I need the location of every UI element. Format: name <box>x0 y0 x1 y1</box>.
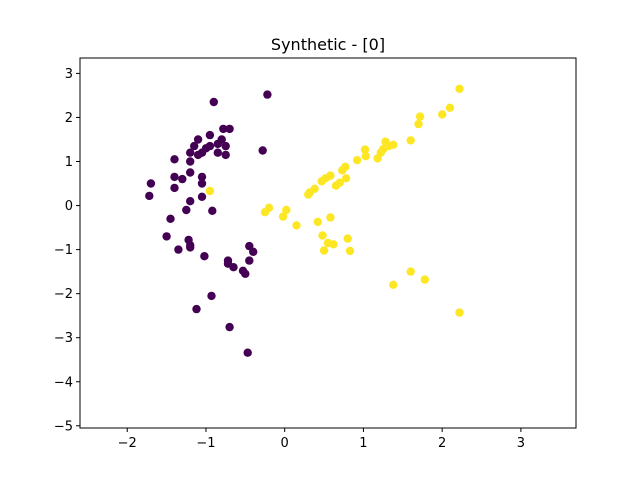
data-point-class-1 <box>406 267 415 276</box>
x-axis: −2 −1 0 1 2 3 <box>118 428 525 451</box>
data-point-class-0 <box>145 191 154 201</box>
data-point-class-0 <box>186 197 195 206</box>
x-tick-label: 3 <box>517 436 525 451</box>
data-point-class-0 <box>166 214 175 223</box>
data-point-class-0 <box>209 97 218 107</box>
data-point-class-1 <box>317 177 326 186</box>
data-point-class-1 <box>282 205 291 215</box>
data-point-class-0 <box>241 269 250 278</box>
data-point-class-0 <box>170 155 179 164</box>
y-tick-label: −5 <box>54 419 73 434</box>
data-point-class-0 <box>213 139 222 149</box>
data-point-class-1 <box>341 174 351 183</box>
x-tick-label: −2 <box>118 436 137 451</box>
y-tick-label: −3 <box>54 331 73 346</box>
data-point-class-1 <box>343 234 352 243</box>
data-point-class-0 <box>205 130 215 140</box>
x-tick-label: 0 <box>281 436 289 451</box>
y-tick-label: 1 <box>65 155 73 170</box>
data-point-class-0 <box>186 243 195 252</box>
data-point-class-0 <box>197 172 207 182</box>
data-point-class-0 <box>245 256 254 265</box>
data-point-class-0 <box>197 192 207 201</box>
data-point-class-0 <box>225 124 234 134</box>
data-point-class-0 <box>146 179 156 188</box>
y-axis: −5 −4 −3 −2 −1 0 1 2 3 <box>54 67 80 434</box>
data-point-class-1 <box>345 246 355 256</box>
data-point-class-0 <box>190 141 199 151</box>
data-point-class-0 <box>263 90 272 99</box>
data-point-class-0 <box>178 174 187 184</box>
data-point-class-0 <box>243 348 252 357</box>
data-point-class-0 <box>186 157 195 166</box>
data-point-class-0 <box>207 291 216 301</box>
data-point-class-1 <box>313 217 322 227</box>
data-point-class-1 <box>260 208 270 217</box>
y-tick-label: 2 <box>65 111 73 126</box>
data-point-class-1 <box>415 112 425 121</box>
data-point-class-1 <box>304 190 313 199</box>
data-point-class-0 <box>213 148 222 157</box>
data-point-class-0 <box>186 148 195 157</box>
x-tick-label: −1 <box>196 436 215 451</box>
x-tick-label: 1 <box>359 436 367 451</box>
data-point-class-1 <box>318 231 327 240</box>
data-point-class-0 <box>170 183 179 193</box>
data-point-class-1 <box>205 186 215 196</box>
chart-title: Synthetic - [0] <box>271 35 385 54</box>
data-point-class-0 <box>193 150 203 160</box>
data-point-class-1 <box>319 246 329 255</box>
data-point-class-0 <box>249 247 258 256</box>
data-point-class-1 <box>455 308 464 317</box>
data-point-class-1 <box>360 145 370 154</box>
data-point-class-0 <box>229 263 238 272</box>
data-point-class-1 <box>455 84 464 94</box>
y-tick-label: −4 <box>54 375 73 390</box>
scatter-points <box>145 84 464 357</box>
data-point-class-0 <box>174 245 183 254</box>
data-point-class-0 <box>258 146 267 155</box>
data-point-class-1 <box>331 181 341 190</box>
data-point-class-1 <box>278 212 288 221</box>
data-point-class-1 <box>438 110 447 119</box>
data-point-class-1 <box>373 154 382 163</box>
data-point-class-0 <box>162 232 171 241</box>
data-point-class-1 <box>445 103 455 113</box>
data-point-class-0 <box>219 124 228 134</box>
y-tick-label: −2 <box>54 287 73 302</box>
data-point-class-1 <box>389 280 398 289</box>
data-point-class-0 <box>200 252 209 261</box>
data-point-class-0 <box>225 322 234 332</box>
data-point-class-1 <box>292 221 301 230</box>
data-point-class-0 <box>182 205 191 215</box>
y-tick-label: 0 <box>65 199 73 214</box>
axes-frame <box>79 57 577 429</box>
data-point-class-0 <box>197 179 207 188</box>
y-tick-label: 3 <box>65 67 73 82</box>
data-point-class-0 <box>221 141 230 151</box>
data-point-class-0 <box>193 135 203 144</box>
data-point-class-1 <box>406 136 415 145</box>
data-point-class-1 <box>329 240 338 249</box>
data-point-class-1 <box>361 152 370 161</box>
data-point-class-1 <box>326 213 335 222</box>
data-point-class-0 <box>186 168 195 177</box>
data-point-class-0 <box>192 304 201 314</box>
data-point-class-1 <box>338 166 347 175</box>
data-point-class-1 <box>420 275 429 284</box>
data-point-class-0 <box>208 206 217 215</box>
data-point-class-1 <box>414 119 423 129</box>
data-point-class-0 <box>221 150 230 160</box>
data-point-class-0 <box>170 172 179 182</box>
data-point-class-1 <box>352 156 362 165</box>
x-tick-label: 2 <box>438 436 446 451</box>
y-tick-label: −1 <box>54 243 73 258</box>
